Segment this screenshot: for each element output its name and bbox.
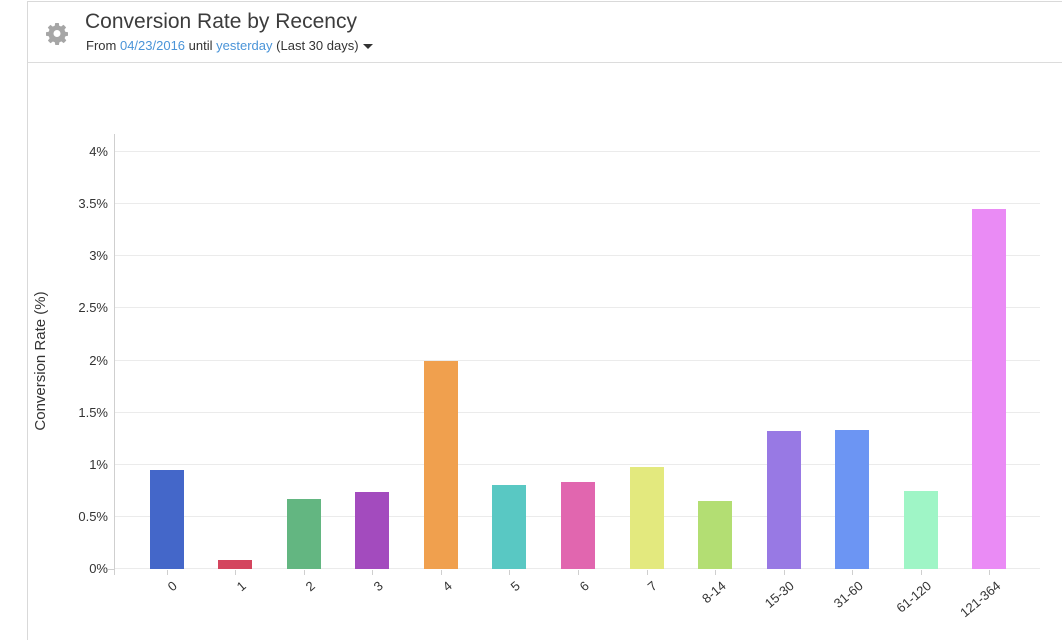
y-tick-label: 0.5% [78, 508, 108, 524]
bar-1[interactable] [218, 559, 253, 569]
bar-8-14[interactable] [698, 501, 733, 569]
end-date-link[interactable]: yesterday [216, 38, 273, 53]
x-axis-tick [440, 570, 442, 575]
y-tick-label: 3% [89, 248, 108, 264]
x-axis-tick [372, 570, 374, 575]
y-tick-label: 1% [89, 456, 108, 472]
x-axis-tick [715, 570, 717, 575]
x-axis-tick [646, 570, 648, 575]
x-tick-label: 3 [370, 578, 386, 595]
bar-3[interactable] [355, 491, 390, 569]
until-label: until [188, 38, 213, 53]
y-tick-label: 2.5% [78, 300, 108, 316]
gear-icon[interactable] [46, 22, 70, 46]
bar-7[interactable] [629, 466, 664, 569]
gridline [115, 151, 1040, 152]
x-tick-label: 8-14 [699, 578, 729, 607]
x-tick-label: 5 [507, 578, 524, 595]
x-axis-tick [303, 570, 305, 575]
widget-header: Conversion Rate by Recency From 04/23/20… [28, 2, 1062, 63]
bar-31-60[interactable] [835, 430, 870, 569]
x-axis-tick [989, 570, 991, 575]
x-axis-tick [235, 570, 237, 575]
y-tick-label: 2% [89, 352, 108, 368]
gridline [115, 307, 1040, 309]
x-tick-label: 121-364 [956, 578, 1004, 621]
plot-area [115, 151, 1040, 569]
y-axis-line [114, 134, 115, 575]
chart-widget-panel: Conversion Rate by Recency From 04/23/20… [27, 1, 1062, 640]
bar-121-364[interactable] [972, 209, 1007, 569]
start-date-link[interactable]: 04/23/2016 [119, 38, 186, 53]
bar-0[interactable] [149, 469, 184, 569]
bar-4[interactable] [423, 360, 458, 569]
x-axis-tick [578, 570, 580, 575]
from-label: From [86, 38, 117, 53]
x-tick-label: 2 [302, 578, 318, 595]
date-range-subtitle: From 04/23/2016 until yesterday (Last 30… [86, 38, 373, 53]
x-tick-label: 61-120 [893, 578, 935, 616]
bar-61-120[interactable] [903, 490, 938, 569]
x-tick-label: 4 [439, 578, 455, 595]
y-tick-label: 3.5% [78, 196, 108, 212]
x-axis-tick [920, 570, 922, 575]
x-tick-label: 7 [645, 578, 661, 595]
bar-2[interactable] [286, 499, 321, 569]
x-axis-tick [852, 570, 854, 575]
y-axis-zero-tick [108, 569, 114, 570]
x-tick-label: 6 [576, 578, 592, 595]
y-tick-label: 1.5% [78, 404, 108, 420]
bar-5[interactable] [492, 484, 527, 569]
gridline [115, 359, 1040, 361]
bar-15-30[interactable] [766, 431, 801, 569]
x-axis-tick [783, 570, 785, 575]
y-tick-label: 0% [89, 561, 108, 576]
x-axis-tick [166, 570, 168, 575]
gridline [115, 203, 1040, 205]
gridline [115, 411, 1040, 413]
x-tick-label: 15-30 [762, 578, 798, 611]
page-title: Conversion Rate by Recency [85, 10, 357, 33]
x-tick-label: 0 [165, 578, 181, 595]
gridline [115, 255, 1040, 257]
range-label: (Last 30 days) [276, 38, 359, 53]
y-tick-label: 4% [89, 144, 108, 159]
x-axis-tick [509, 570, 511, 575]
chevron-down-icon[interactable] [362, 44, 373, 49]
x-tick-label: 1 [233, 578, 249, 595]
bar-6[interactable] [561, 482, 596, 569]
x-tick-label: 31-60 [830, 578, 866, 611]
gridline [115, 463, 1040, 465]
